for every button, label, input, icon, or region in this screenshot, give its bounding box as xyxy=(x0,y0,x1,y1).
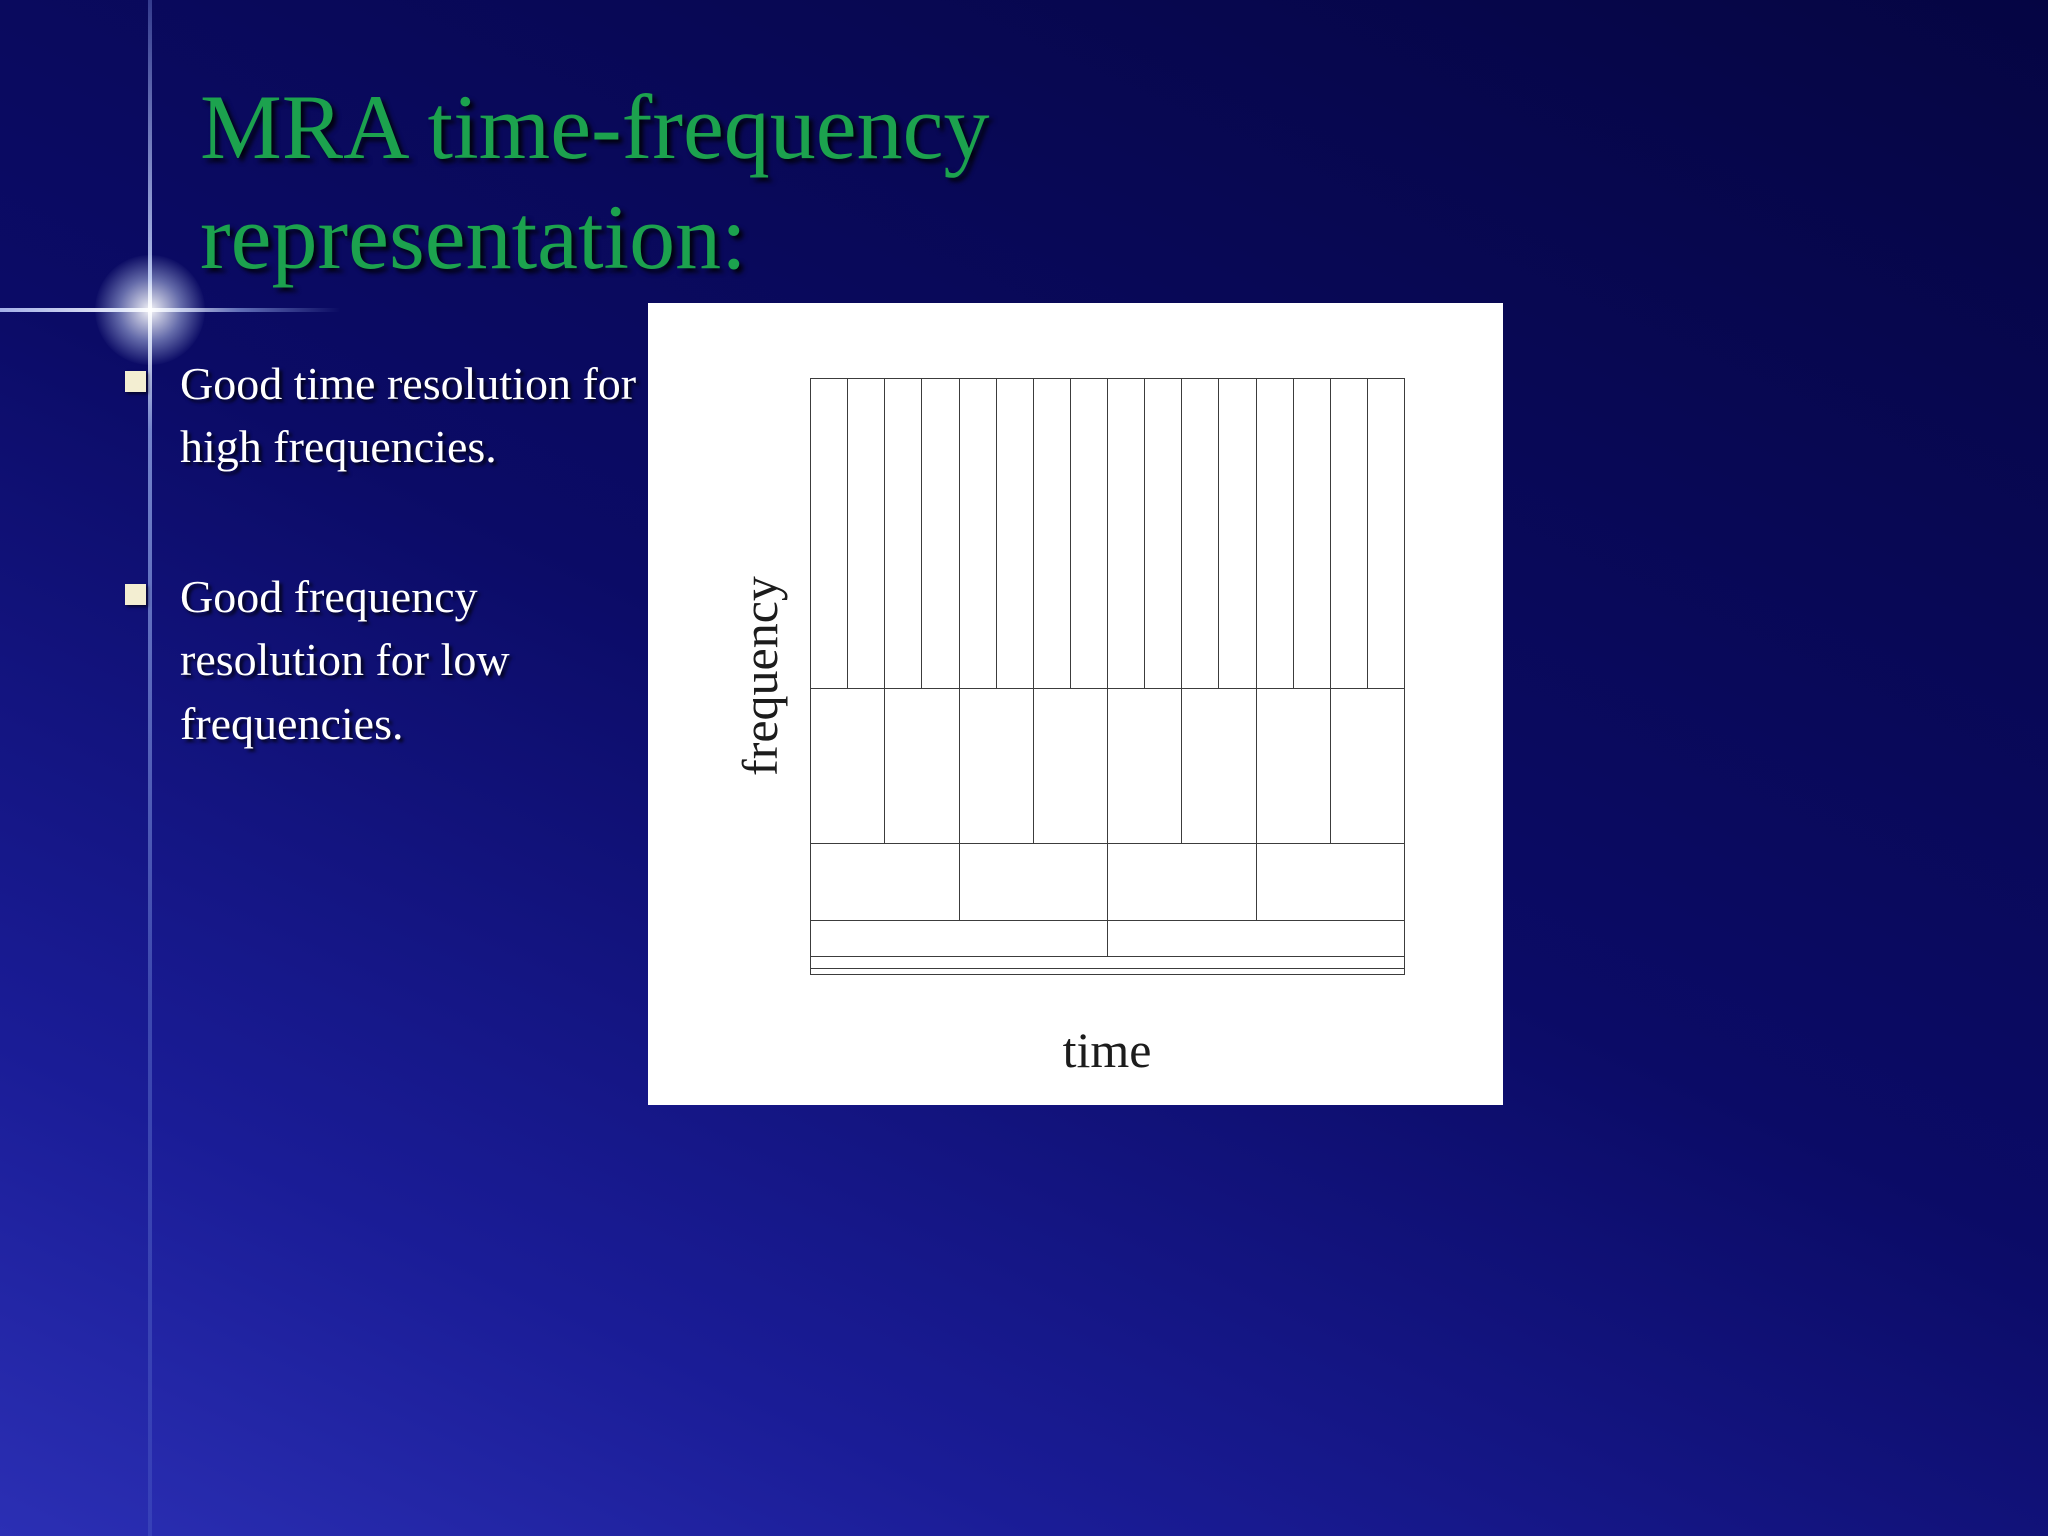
bullet-item: Good time resolution for high frequencie… xyxy=(125,352,640,479)
tile-cell xyxy=(1069,379,1107,689)
tile-cell xyxy=(1181,379,1218,689)
tile-cell xyxy=(921,379,958,689)
tile-cell xyxy=(1218,379,1255,689)
tile-cell xyxy=(811,957,1404,968)
tile-cell xyxy=(1329,689,1404,844)
tile-cell xyxy=(1107,379,1144,689)
tile-cell xyxy=(1144,379,1181,689)
tile-cell xyxy=(811,969,1404,974)
time-frequency-tiling xyxy=(810,378,1405,975)
tile-cell xyxy=(1181,689,1255,844)
tile-cell xyxy=(1032,689,1107,844)
tile-cell xyxy=(884,689,958,844)
tile-cell xyxy=(1107,689,1181,844)
tile-cell xyxy=(958,844,1108,921)
tiling-row xyxy=(811,379,1404,689)
tile-cell xyxy=(1255,379,1293,689)
tile-cell xyxy=(1032,379,1070,689)
lens-flare-vertical-line xyxy=(148,0,152,1536)
slide-title-line-1: MRA time-frequency xyxy=(200,76,990,178)
bullet-square-icon xyxy=(125,371,146,392)
figure-panel: frequency time xyxy=(648,303,1503,1105)
tiling-row xyxy=(811,843,1405,921)
bullet-text: Good frequency resolution for low freque… xyxy=(180,571,510,749)
tiling-row xyxy=(811,920,1404,957)
tile-cell xyxy=(958,379,996,689)
tile-cell xyxy=(1107,844,1256,921)
tile-cell xyxy=(1107,921,1404,957)
tile-cell xyxy=(811,844,959,920)
tile-cell xyxy=(884,379,921,689)
tiling-row xyxy=(811,956,1404,968)
time-axis-label: time xyxy=(1062,1022,1152,1078)
tiling-row xyxy=(811,688,1404,844)
lens-flare-glow xyxy=(95,255,205,365)
tile-cell xyxy=(958,689,1033,844)
tile-cell xyxy=(811,921,1107,956)
tile-cell xyxy=(1366,379,1404,689)
tile-cell xyxy=(811,379,847,688)
bullet-text: Good time resolution for high frequencie… xyxy=(180,358,637,473)
tile-cell xyxy=(1329,379,1367,689)
frequency-axis-label: frequency xyxy=(732,576,788,776)
tile-cell xyxy=(811,689,884,843)
tiling-row xyxy=(811,968,1404,974)
slide-title: MRA time-frequency representation: xyxy=(200,72,989,293)
tile-cell xyxy=(1255,844,1405,921)
slide-title-line-2: representation: xyxy=(200,186,747,289)
tile-cell xyxy=(1292,379,1330,689)
bullet-square-icon xyxy=(125,584,146,605)
tile-cell xyxy=(995,379,1033,689)
tile-cell xyxy=(847,379,884,689)
bullet-item: Good frequency resolution for low freque… xyxy=(125,565,640,755)
tile-cell xyxy=(1255,689,1330,844)
